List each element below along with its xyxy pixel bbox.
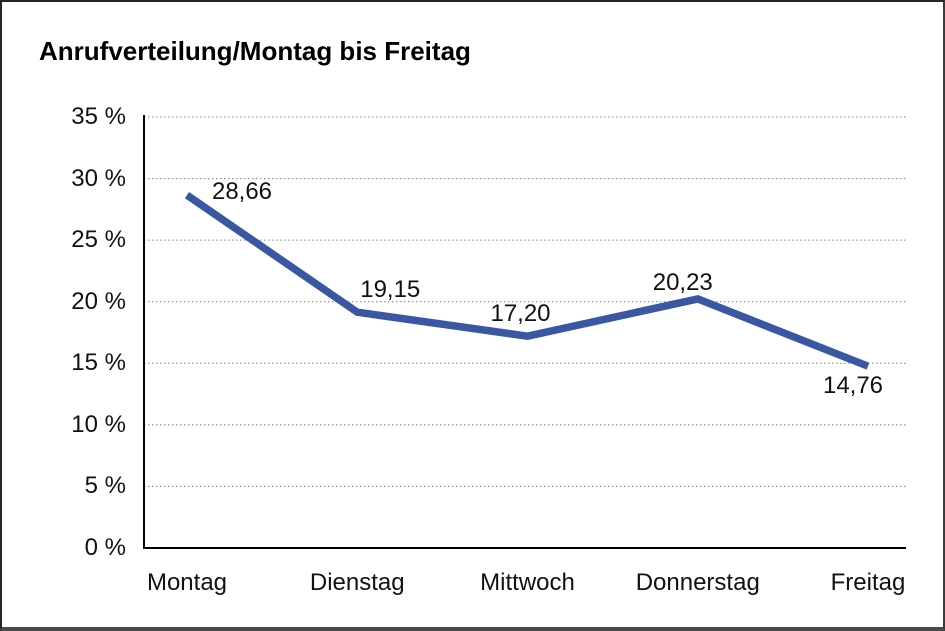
y-axis-tick-label: 15 % (71, 349, 126, 377)
x-axis-category-label: Freitag (830, 569, 906, 596)
chart-title: Anrufverteilung/Montag bis Freitag (39, 36, 471, 66)
y-axis-tick-label: 25 % (71, 226, 126, 254)
y-axis-tick-label: 5 % (84, 472, 126, 500)
y-axis-tick-label: 0 % (84, 534, 126, 561)
x-axis-category-label: Donnerstag (635, 569, 760, 596)
x-axis-category-label: Montag (146, 569, 228, 596)
data-point-label: 20,23 (652, 268, 713, 296)
data-line (184, 192, 870, 370)
data-point-label: 28,66 (211, 178, 273, 206)
y-axis-tick-label: 10 % (71, 410, 126, 438)
data-point-label: 17,20 (490, 300, 551, 328)
y-axis-tick-label: 35 % (71, 103, 126, 130)
y-axis-tick-label: 30 % (71, 164, 126, 192)
data-point-label: 19,15 (360, 276, 421, 304)
data-point-label: 14,76 (822, 372, 884, 400)
x-axis-category-label: Mittwoch (480, 569, 575, 596)
x-axis-category-label: Dienstag (309, 569, 405, 596)
y-axis-tick-label: 20 % (71, 287, 126, 315)
